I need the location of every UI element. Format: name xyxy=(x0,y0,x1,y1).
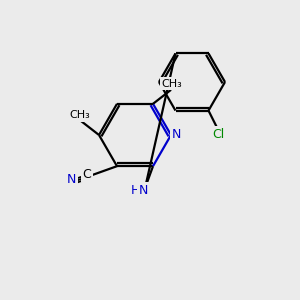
Text: CH₃: CH₃ xyxy=(70,110,90,120)
Text: C: C xyxy=(82,168,91,181)
Text: N: N xyxy=(138,184,148,197)
Text: CH₃: CH₃ xyxy=(162,79,182,89)
Text: Cl: Cl xyxy=(212,128,225,141)
Text: N: N xyxy=(171,128,181,140)
Text: H: H xyxy=(130,184,140,197)
Text: N: N xyxy=(67,173,76,186)
